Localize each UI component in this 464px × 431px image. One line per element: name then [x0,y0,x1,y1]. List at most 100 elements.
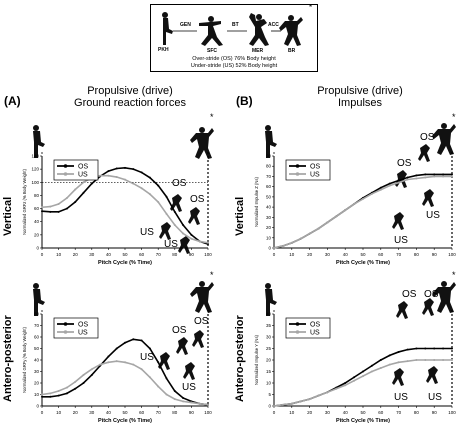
data-point-us [124,178,126,181]
phase-label-br: BR [288,48,296,54]
y-tick-label: 35 [266,323,272,328]
data-point-us [388,184,391,187]
x-tick-label: 10 [56,410,62,415]
stride-note-os: Over-stride (OS) 76% Body height [192,56,276,62]
pitcher-silhouette-icon [33,283,45,316]
data-point-us [424,176,427,179]
x-tick-label: 60 [139,252,145,257]
data-point-us [165,212,168,215]
data-point-us [326,221,329,224]
data-point-us [344,384,347,387]
x-tick-label: 80 [172,410,178,415]
phase-label-mer: MER [252,48,264,54]
x-tick-label: 40 [343,252,349,257]
data-point-us [273,405,275,407]
pitcher-silhouette-icon [190,281,214,313]
data-point-os [57,394,60,397]
data-point-os [424,173,427,176]
data-point-os [132,168,135,171]
data-point-us [335,387,338,390]
x-tick-label: 70 [396,410,402,415]
annotation-us: US [428,392,442,403]
x-axis-label: Pitch Cycle (% Time) [336,418,390,424]
data-point-os [65,207,68,210]
data-point-os [165,377,168,380]
y-tick-label: 15 [266,369,272,374]
data-point-os [415,347,418,350]
annotation-us: US [140,227,154,238]
y-tick-label: 80 [34,193,40,198]
data-point-os [451,347,453,350]
legend-label-os: OS [78,322,88,329]
x-tick-label: 30 [89,410,95,415]
legend-label-us: US [310,172,320,179]
data-point-us [281,403,284,406]
data-point-os [115,347,118,350]
data-point-us [49,392,52,395]
data-point-us [182,232,185,235]
pitcher-silhouette-mer [249,13,269,46]
x-tick-label: 40 [343,410,349,415]
annotation-os: OS [172,178,187,189]
pitcher-silhouette-icon [33,125,45,158]
x-tick-label: 0 [41,252,44,257]
data-point-os [362,370,364,373]
legend-label-os: OS [310,322,320,329]
data-point-os [182,396,185,399]
data-point-us [317,394,320,397]
data-point-us [451,359,453,361]
y-tick-label: 80 [34,312,40,317]
data-point-us [99,174,102,177]
annotation-us: US [426,210,440,221]
chart-legend [285,159,331,181]
data-point-os [379,359,382,361]
pitcher-silhouette-icon [265,125,277,158]
y-tick-label: 20 [34,232,40,237]
data-point-os [82,191,85,194]
y-tick-label: 40 [34,358,40,363]
data-point-us [353,203,356,206]
data-point-os [107,355,110,358]
asterisk-a-top: * [210,112,214,122]
x-tick-label: 90 [189,252,195,257]
series-line-os [273,173,452,249]
annotation-os: OS [172,325,187,336]
data-point-us [173,398,176,401]
data-point-us [388,363,391,366]
x-axis-label: Pitch Cycle (% Time) [98,260,152,266]
data-point-us [326,391,329,394]
data-point-us [107,361,110,364]
panel-b-letter: (B) [236,94,253,108]
y-tick-label: 5 [268,392,271,397]
data-point-us [451,175,453,178]
data-point-us [65,197,68,200]
data-point-os [124,166,126,169]
x-tick-label: 0 [273,410,276,415]
y-tick-label: 20 [266,225,272,230]
data-point-os [49,210,52,213]
x-tick-label: 40 [106,410,112,415]
data-point-us [442,359,445,361]
data-point-os [148,347,151,350]
asterisk-a-bottom: * [210,270,214,280]
chart-a-vertical: 0 10 20 30 40 50 60 70 80 90 100 0 20 40 60 80 100 120 140… [22,152,212,266]
x-tick-label: 70 [156,410,162,415]
x-tick-label: 90 [189,410,195,415]
data-point-os [173,390,176,393]
legend-label-us: US [310,330,320,337]
y-tick-label: 70 [34,323,40,328]
data-point-us [415,359,418,361]
y-tick-label: 40 [266,312,272,317]
data-point-os [406,348,409,351]
data-point-os [344,382,347,384]
x-tick-label: 10 [289,252,295,257]
y-tick-label: 120 [31,167,39,172]
x-tick-label: 70 [396,252,402,257]
y-axis-label: Normalized Impulse Y (Ns) [254,334,259,384]
data-point-us [353,379,356,382]
y-tick-label: 0 [268,404,271,409]
data-point-us [157,385,160,388]
data-point-us [65,386,68,389]
data-point-os [388,354,391,357]
data-point-us [406,360,409,363]
